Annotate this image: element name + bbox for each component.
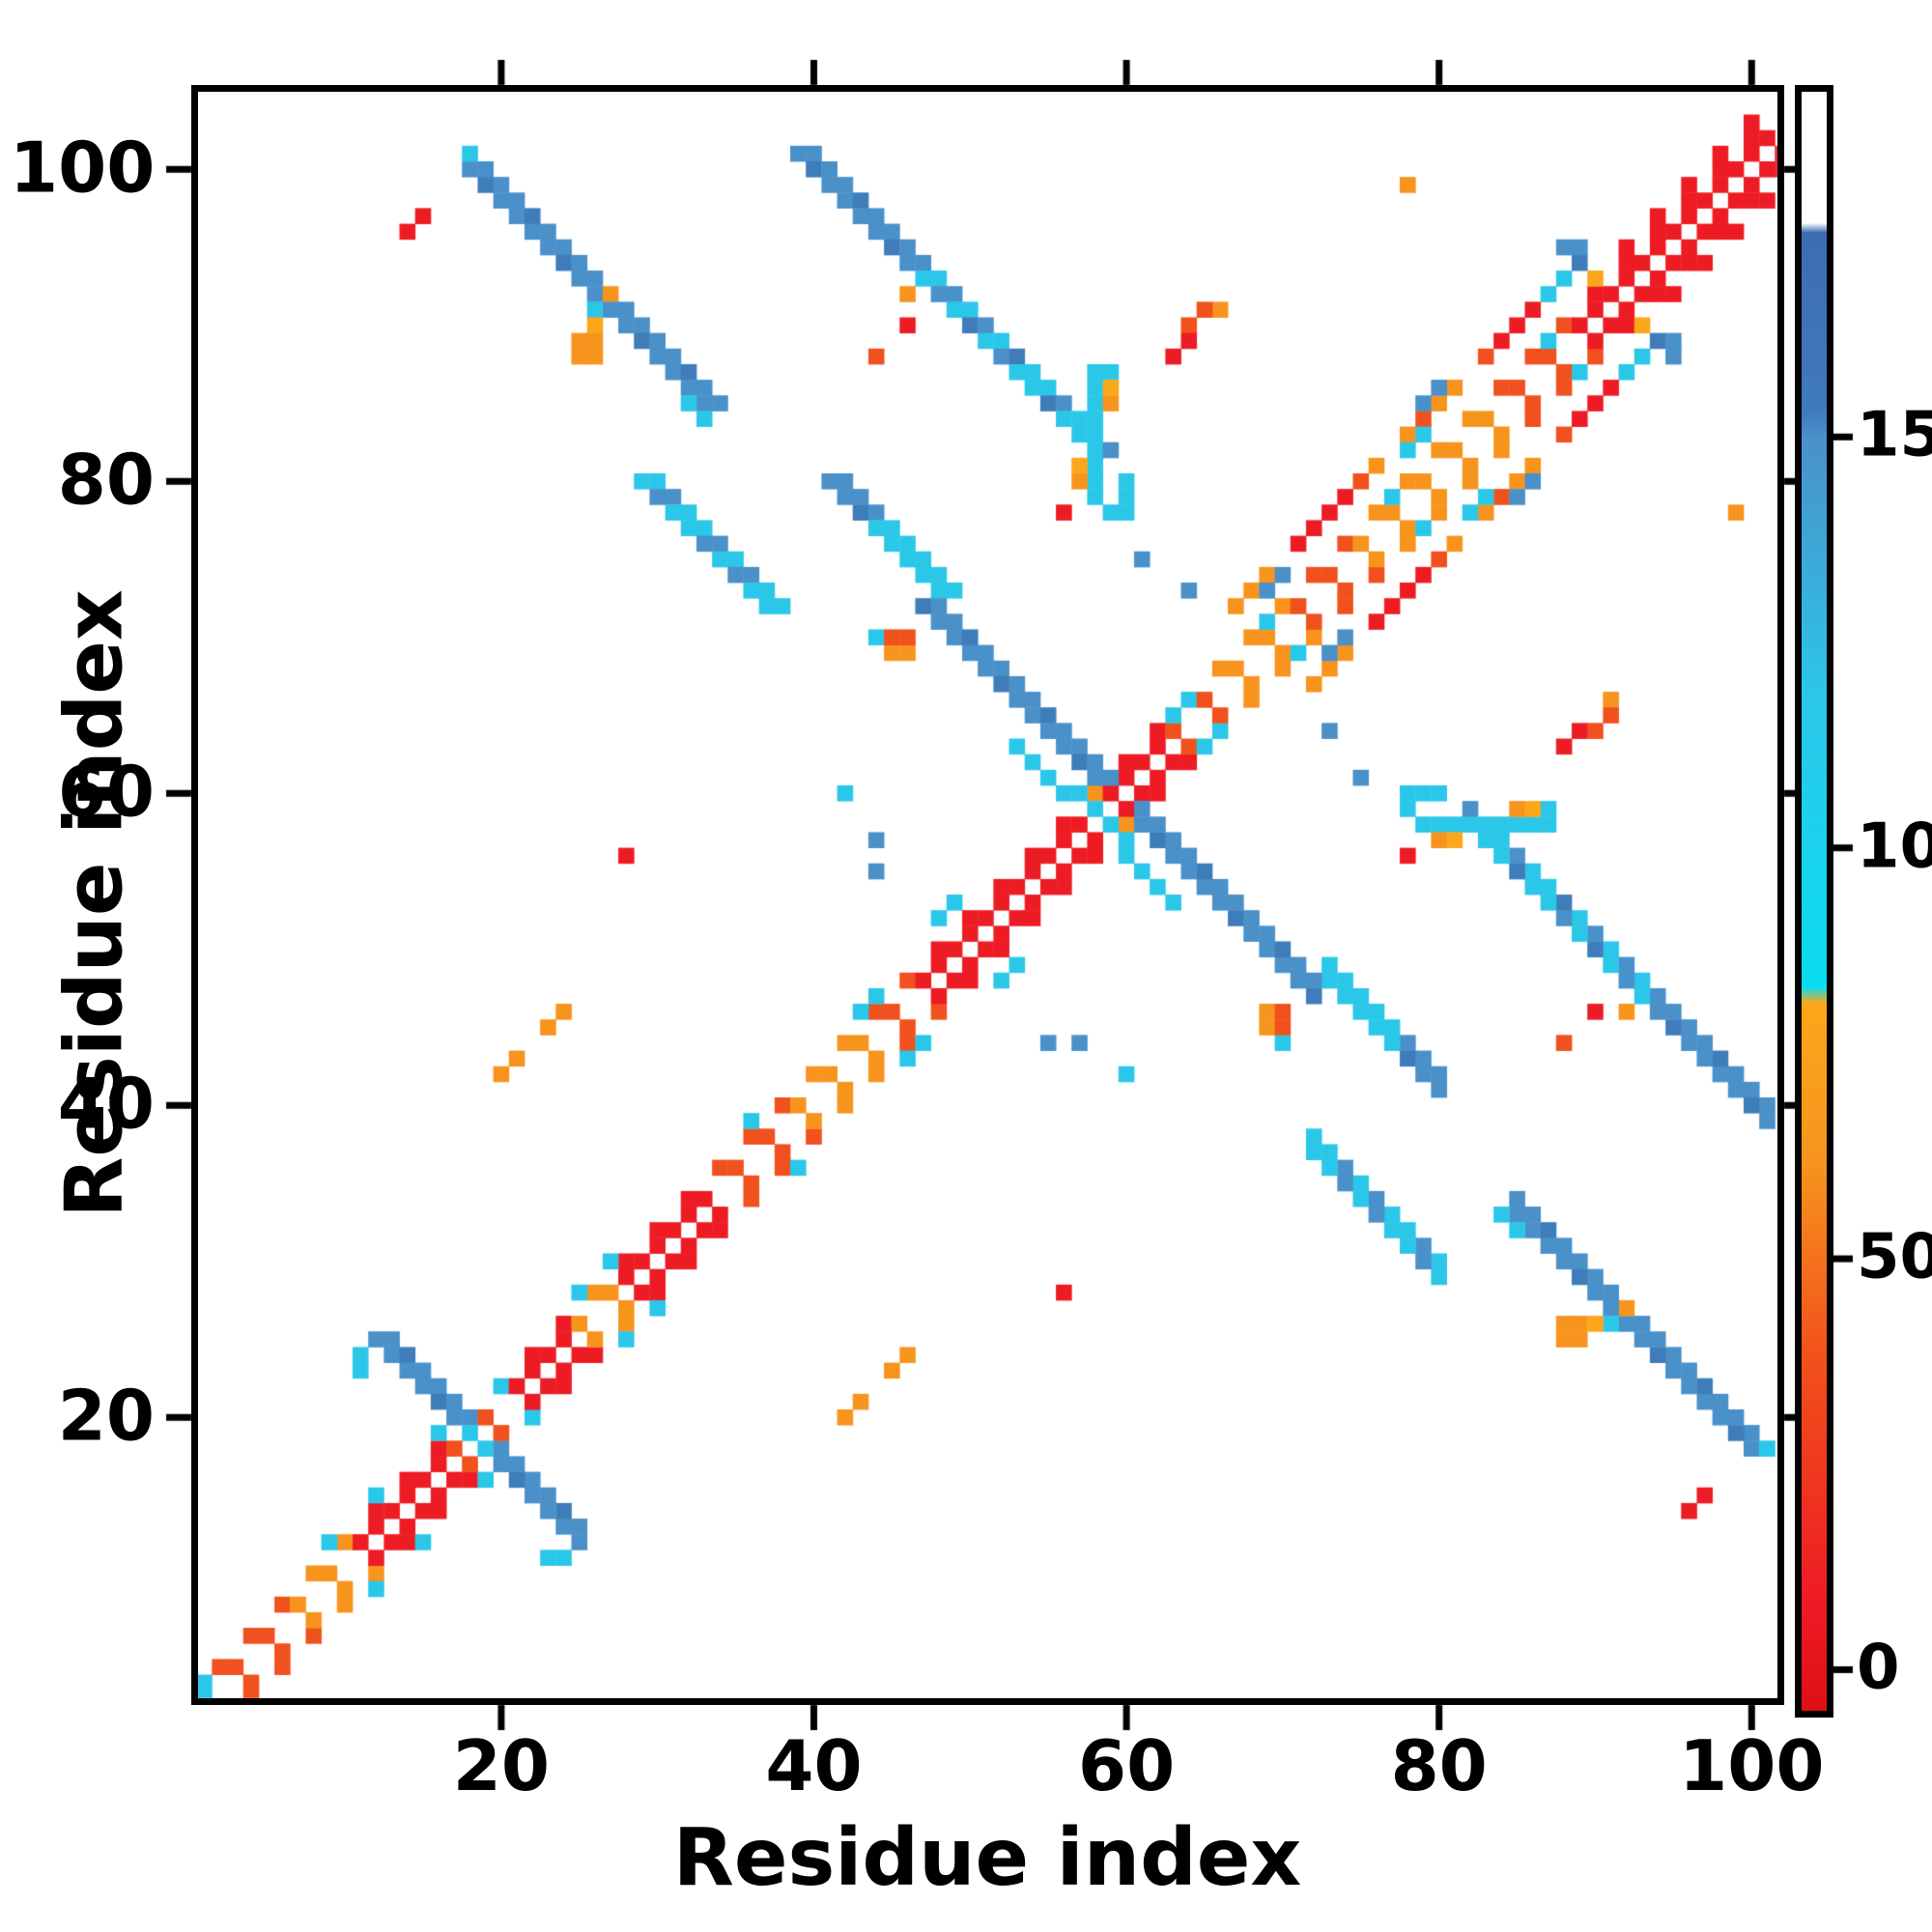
y-tick-label-80: 80	[57, 439, 155, 521]
x-axis-title: Residue index	[672, 1812, 1302, 1904]
x-tick-label-20: 20	[452, 1725, 550, 1806]
x-tick-label-100: 100	[1679, 1725, 1825, 1806]
x-tick-label-60: 60	[1077, 1725, 1176, 1806]
colorbar	[1795, 85, 1833, 1718]
y-tick-label-60: 60	[57, 751, 155, 833]
plot-frame	[191, 85, 1784, 1705]
y-tick-label-40: 40	[57, 1063, 155, 1145]
y-tick-label-100: 100	[10, 127, 156, 209]
x-tick-label-80: 80	[1390, 1725, 1488, 1806]
colorbar-tick-label-50: 50	[1857, 1221, 1932, 1293]
colorbar-tick-label-0: 0	[1857, 1633, 1900, 1705]
y-tick-label-20: 20	[57, 1375, 155, 1457]
colorbar-tick-label-150: 150	[1857, 400, 1932, 472]
colorbar-tick-label-100: 100	[1857, 810, 1932, 883]
x-tick-label-40: 40	[765, 1725, 863, 1806]
